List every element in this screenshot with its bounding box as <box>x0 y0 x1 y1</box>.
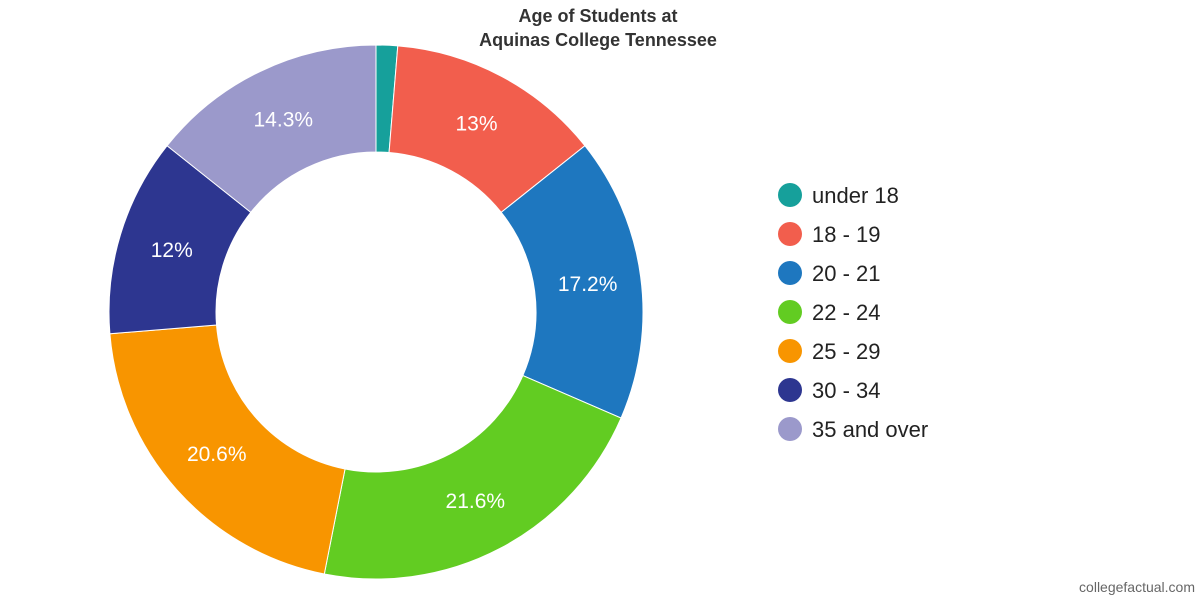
legend-marker-25-29 <box>778 339 802 363</box>
legend-label-20-21: 20 - 21 <box>812 261 881 286</box>
legend-label-35-and-over: 35 and over <box>812 417 928 442</box>
chart-title-line-1: Age of Students at <box>518 6 677 26</box>
legend-marker-35-and-over <box>778 417 802 441</box>
slice-label-20-21: 17.2% <box>558 273 618 296</box>
slice-25-29 <box>109 324 346 575</box>
slice-label-35-and-over: 14.3% <box>254 109 314 132</box>
slice-20-21 <box>500 145 644 419</box>
slices <box>108 44 644 580</box>
legend-label-25-29: 25 - 29 <box>812 339 881 364</box>
legend-marker-18-19 <box>778 222 802 246</box>
legend-marker-under-18 <box>778 183 802 207</box>
legend-marker-30-34 <box>778 378 802 402</box>
slice-label-18-19: 13% <box>455 113 497 136</box>
slice-label-30-34: 12% <box>151 239 193 262</box>
credit-text: collegefactual.com <box>1079 579 1195 595</box>
legend-label-under-18: under 18 <box>812 183 899 208</box>
legend-label-30-34: 30 - 34 <box>812 378 881 403</box>
legend-label-22-24: 22 - 24 <box>812 300 881 325</box>
chart-title-line-2: Aquinas College Tennessee <box>479 30 717 50</box>
slice-35-and-over <box>166 44 377 214</box>
legend: under 18 18 - 19 20 - 21 22 - 24 25 - 29 30 -… <box>778 183 928 442</box>
slice-22-24 <box>323 374 622 580</box>
legend-marker-20-21 <box>778 261 802 285</box>
legend-label-18-19: 18 - 19 <box>812 222 881 247</box>
slice-labels: 13% 17.2% 21.6% 20.6% 12% 14.3% <box>151 109 618 513</box>
slice-label-25-29: 20.6% <box>187 443 247 466</box>
legend-marker-22-24 <box>778 300 802 324</box>
slice-label-22-24: 21.6% <box>446 490 506 513</box>
